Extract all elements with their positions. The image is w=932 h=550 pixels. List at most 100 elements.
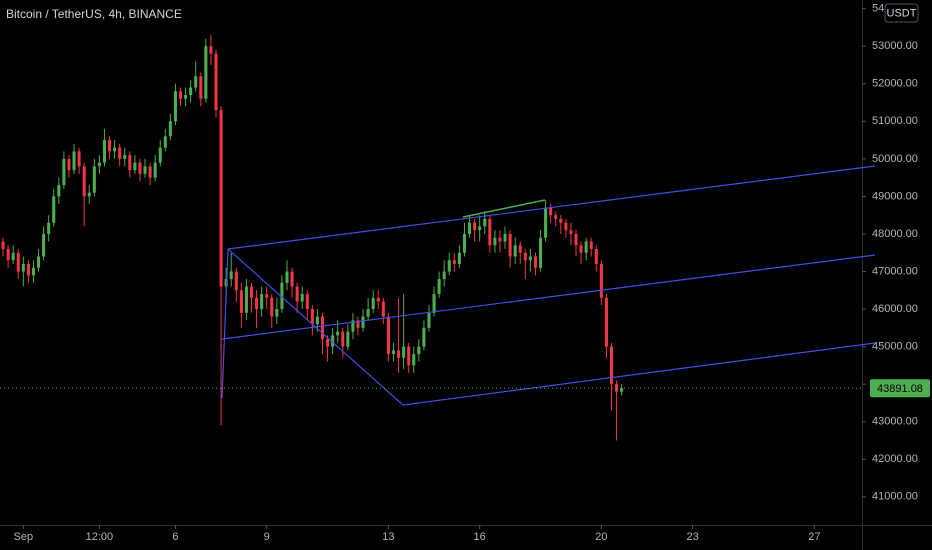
y-tick-label: 51000.00 (872, 115, 918, 127)
candle-body (97, 162, 101, 167)
candle-body (143, 166, 147, 174)
candle-body (569, 230, 573, 234)
candle-body (123, 155, 127, 159)
candle-body (244, 286, 248, 313)
pitchfork (221, 165, 876, 406)
y-tick-label: 42000.00 (872, 453, 918, 465)
x-tick-label: 16 (474, 531, 486, 543)
candle-body (239, 290, 243, 313)
candle-body (609, 346, 614, 385)
candle-body (579, 245, 583, 253)
candle-body (341, 331, 345, 347)
chart-title: Bitcoin / TetherUS, 4h, BINANCE (6, 7, 182, 21)
candle-body (295, 286, 299, 302)
candle-body (42, 233, 46, 257)
candle-body (92, 166, 96, 193)
candle-body (533, 256, 537, 268)
candle-body (462, 233, 466, 253)
candle-body (564, 222, 568, 231)
candle-body (417, 346, 421, 355)
candle-body (356, 320, 360, 328)
candle-body (199, 76, 203, 99)
candle-body (412, 354, 416, 366)
candle-body (468, 222, 472, 234)
candle-body (402, 346, 406, 358)
candle-body (133, 162, 137, 171)
candles (1, 34, 624, 441)
candle-body (21, 264, 25, 272)
candle-body (234, 271, 238, 291)
candle-body (437, 279, 441, 295)
pitchfork-pivot (221, 248, 229, 399)
y-tick-label: 48000.00 (872, 228, 918, 240)
candle-body (270, 297, 274, 317)
y-tick-label: 45000.00 (872, 341, 918, 353)
candle-body (310, 309, 314, 325)
candle-body (554, 215, 558, 219)
candle-body (432, 294, 436, 313)
candle-body (320, 316, 325, 340)
candle-body (102, 140, 106, 163)
candle-body (376, 297, 380, 302)
candle-body (16, 252, 20, 272)
candle-body (108, 140, 112, 152)
candle-body (361, 316, 365, 328)
candle-body (544, 207, 548, 238)
candle-body (407, 346, 411, 366)
candle-body (153, 162, 157, 178)
currency-label[interactable]: USDT (887, 7, 917, 19)
candle-body (508, 233, 512, 257)
candle-body (386, 316, 390, 355)
candle-body (346, 331, 350, 347)
y-tick-label: 47000.00 (872, 265, 918, 277)
candle-body (488, 218, 492, 246)
candle-body (452, 260, 456, 265)
candle-body (285, 271, 289, 283)
candle-body (184, 95, 188, 99)
candle-body (138, 162, 142, 174)
candle-body (77, 151, 81, 167)
last-price-box (870, 379, 930, 398)
candle-body (513, 245, 517, 257)
trend-line (462, 199, 546, 218)
candle-body (209, 46, 213, 54)
candle-body (584, 241, 588, 253)
candle-body (214, 53, 218, 111)
candle-body (366, 309, 370, 317)
candle-body (189, 87, 193, 96)
candle-body (381, 301, 385, 317)
candle-body (26, 264, 30, 276)
candle-body (37, 256, 41, 268)
currency-box[interactable] (884, 3, 919, 23)
candle-body (315, 316, 319, 325)
candle-body (255, 297, 259, 310)
candle-body (1, 241, 5, 249)
candle-body (290, 271, 294, 287)
candle-body (52, 196, 56, 223)
candle-body (260, 294, 264, 310)
candle-body (528, 256, 532, 261)
candle-body (589, 241, 593, 249)
candle-body (128, 155, 132, 171)
candle-body (249, 286, 254, 298)
candle-body (604, 297, 608, 347)
candle-body (173, 91, 177, 122)
y-tick-label: 49000.00 (872, 190, 918, 202)
candle-body (574, 233, 578, 246)
last-price-label: 43891.08 (877, 383, 923, 395)
candle-body (331, 335, 335, 347)
candle-body (178, 91, 183, 99)
candle-body (118, 147, 122, 159)
candle-body (57, 185, 61, 197)
candle-body (204, 46, 208, 99)
x-tick-label: 12:00 (86, 531, 114, 543)
candle-body (229, 271, 233, 280)
candle-body (594, 248, 598, 265)
candle-body (549, 207, 553, 216)
candle-body (148, 166, 152, 178)
candle-body (6, 248, 10, 261)
candle-body (336, 331, 340, 336)
pitchfork-upper (227, 165, 876, 250)
